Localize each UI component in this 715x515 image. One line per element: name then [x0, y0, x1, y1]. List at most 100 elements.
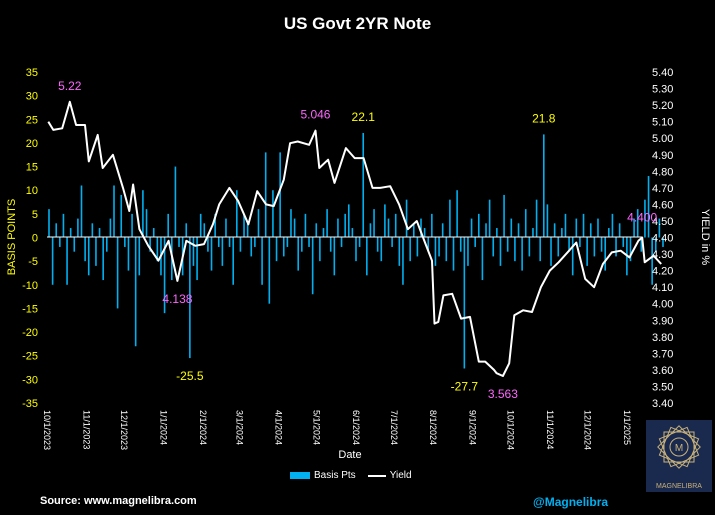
bar: [445, 237, 448, 262]
bar: [51, 237, 54, 285]
bar: [163, 237, 166, 314]
bar: [326, 209, 328, 238]
bar: [441, 223, 444, 238]
bar: [347, 204, 350, 238]
y-right-tick: 4.90: [652, 150, 673, 162]
bar: [95, 237, 97, 266]
bar: [366, 237, 368, 276]
bar: [409, 237, 411, 262]
bar: [600, 237, 603, 252]
bar: [528, 237, 531, 257]
bar: [492, 237, 495, 257]
bar: [597, 218, 599, 238]
bar: [297, 237, 300, 271]
bar: [564, 213, 567, 238]
y-right-tick: 5.10: [652, 117, 673, 129]
bar: [423, 228, 426, 238]
bar: [84, 237, 86, 262]
y-right-tick: 3.80: [652, 332, 673, 344]
bar: [550, 237, 552, 266]
bar: [362, 132, 365, 238]
bar: [152, 228, 155, 238]
legend-label-bars: Basis Pts: [314, 470, 356, 481]
y-left-tick: 20: [26, 138, 38, 150]
bar: [557, 237, 560, 257]
bar: [239, 237, 242, 252]
y-right-tick: 5.40: [652, 67, 673, 79]
data-label: 3.563: [488, 387, 518, 401]
bar: [553, 223, 556, 238]
bar: [376, 237, 379, 252]
bar: [77, 218, 79, 238]
y-right-tick: 5.30: [652, 84, 673, 96]
bar: [178, 237, 180, 247]
bar: [207, 237, 209, 252]
bar: [59, 237, 61, 247]
bar: [629, 237, 632, 262]
bar: [196, 237, 198, 281]
y-right-tick: 4.00: [652, 299, 673, 311]
bar: [412, 223, 415, 238]
y-left-tick: 35: [26, 67, 38, 79]
bar: [384, 204, 386, 238]
y-left-tick: 30: [26, 91, 38, 103]
bar: [420, 218, 422, 238]
x-tick: 1/1/2025: [622, 410, 632, 445]
y-right-tick: 3.70: [652, 348, 673, 360]
y-right-tick: 4.50: [652, 216, 673, 228]
bar: [546, 204, 549, 238]
x-tick: 9/1/2024: [468, 410, 478, 445]
x-tick: 11/1/2024: [545, 410, 555, 449]
bar: [254, 237, 256, 247]
bar: [485, 223, 487, 238]
bar: [268, 237, 271, 304]
bar: [369, 223, 372, 238]
bar: [481, 237, 484, 281]
y-axis-left-label: BASIS POINTS: [6, 199, 18, 275]
yield-line: [47, 100, 662, 377]
y-right-tick: 4.80: [652, 166, 673, 178]
bar: [474, 237, 476, 247]
bar: [127, 237, 130, 271]
y-right-tick: 5.20: [652, 100, 673, 112]
bar: [109, 218, 112, 238]
y-left-tick: 5: [32, 209, 38, 221]
bar: [539, 237, 541, 262]
bar: [640, 237, 643, 252]
bar: [301, 237, 303, 252]
bar: [351, 228, 354, 238]
x-tick: 12/1/2023: [119, 410, 129, 450]
bar: [449, 199, 451, 238]
y-left-tick: -20: [22, 327, 38, 339]
bar: [319, 237, 321, 262]
y-right-tick: 4.20: [652, 266, 673, 278]
bar: [658, 218, 661, 238]
legend-label-line: Yield: [389, 470, 412, 481]
x-tick: 5/1/2024: [312, 410, 322, 445]
y-right-tick: 5.00: [652, 133, 673, 145]
bar: [427, 237, 430, 252]
bar: [337, 218, 339, 238]
bar: [503, 194, 505, 238]
bar: [55, 223, 58, 238]
bar: [647, 176, 650, 238]
bar: [156, 237, 159, 262]
bar: [250, 237, 253, 257]
y-right-tick: 4.10: [652, 282, 673, 294]
x-tick: 12/1/2024: [583, 410, 593, 450]
y-left-tick: 15: [26, 162, 38, 174]
bar: [662, 237, 664, 247]
bar: [91, 223, 94, 238]
logo-star-icon: M: [657, 425, 701, 469]
x-tick: 3/1/2024: [234, 410, 244, 445]
data-label: -27.7: [451, 379, 479, 393]
x-tick: 7/1/2024: [389, 410, 399, 445]
bar: [463, 237, 466, 369]
data-label: 4.400: [627, 211, 657, 225]
bar: [275, 237, 278, 262]
bar: [279, 152, 281, 238]
bar: [517, 223, 520, 238]
bar: [246, 223, 249, 238]
y-right-tick: 4.30: [652, 249, 673, 261]
bar: [394, 213, 397, 238]
